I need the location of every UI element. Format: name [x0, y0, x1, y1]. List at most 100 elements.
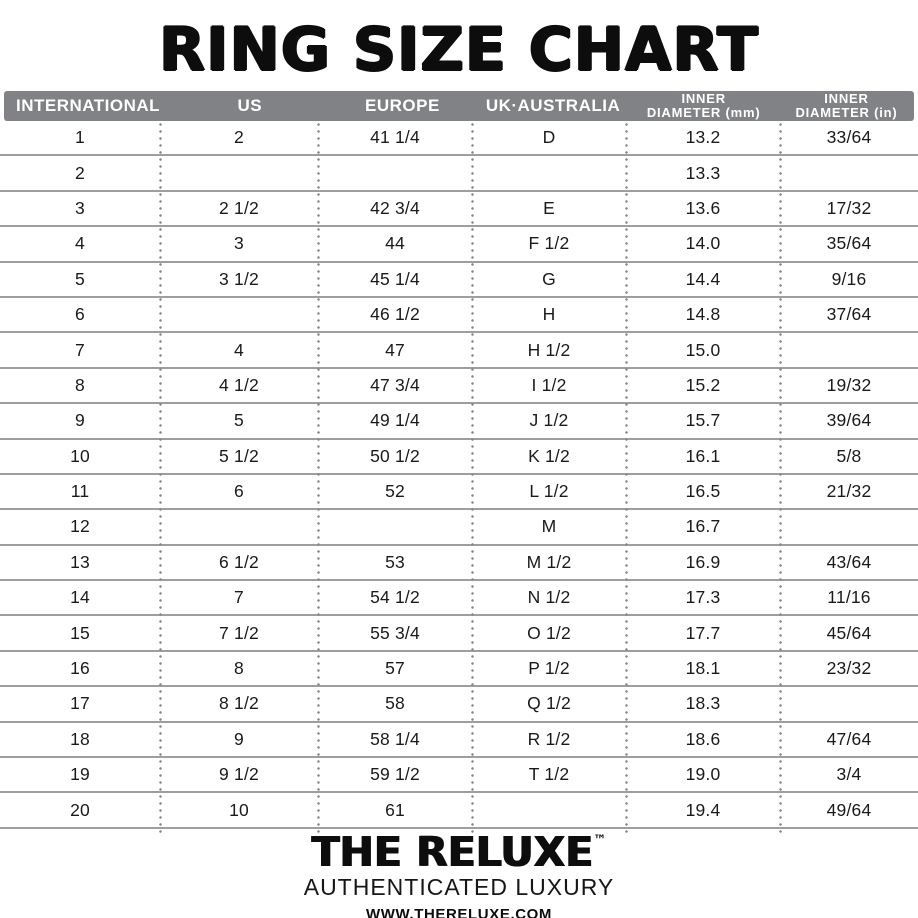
- cell-international: 12: [70, 516, 90, 537]
- cell-international: 13: [70, 551, 90, 572]
- table-row: 9 5 49 1/4 J 1/2 15.7 39/64: [0, 404, 918, 440]
- cell-international: 6: [75, 304, 85, 325]
- cell-international: 7: [75, 339, 85, 360]
- cell-us: 2: [234, 127, 244, 148]
- table-row: 4 3 44 F 1/2 14.0 35/64: [0, 227, 918, 263]
- cell-international: 4: [75, 233, 85, 254]
- cell-uk-australia: E: [543, 197, 555, 218]
- cell-international: 19: [70, 764, 90, 785]
- cell-inner-diameter-mm: 16.7: [685, 516, 721, 537]
- table-row: 2 13.3: [0, 156, 918, 192]
- cell-inner-diameter-in: [780, 156, 918, 189]
- cell-international: 11: [70, 481, 90, 502]
- cell-europe: 59 1/2: [370, 764, 420, 785]
- cell-us: 4: [234, 339, 244, 360]
- cell-inner-diameter-mm: 17.3: [685, 587, 721, 608]
- cell-international: 16: [70, 658, 90, 679]
- table-row: 1 2 41 1/4 D 13.2 33/64: [0, 121, 918, 157]
- cell-inner-diameter-mm: 15.2: [685, 374, 721, 395]
- cell-europe: 54 1/2: [370, 587, 420, 608]
- column-header-inner-diameter-in: INNER DIAMETER (in): [795, 90, 898, 120]
- size-chart-table: INTERNATIONAL US EUROPE UK·AUSTRALIA INN…: [0, 91, 918, 833]
- table-row: 20 10 61 19.4 49/64: [0, 793, 918, 829]
- cell-uk-australia: [472, 156, 626, 189]
- brand-tagline: AUTHENTICATED LUXURY: [303, 873, 615, 900]
- cell-inner-diameter-mm: 14.0: [685, 233, 721, 254]
- cell-inner-diameter-mm: 16.9: [685, 551, 721, 572]
- table-row: 3 2 1/2 42 3/4 E 13.6 17/32: [0, 192, 918, 228]
- column-header-inner-diameter-mm: INNER DIAMETER (mm): [646, 90, 761, 120]
- cell-europe: 55 3/4: [370, 622, 420, 643]
- cell-international: 20: [70, 799, 90, 820]
- table-row: 17 8 1/2 58 Q 1/2 18.3: [0, 687, 918, 723]
- cell-us: 2 1/2: [219, 197, 259, 218]
- cell-us: 10: [229, 799, 249, 820]
- table-row: 5 3 1/2 45 1/4 G 14.4 9/16: [0, 263, 918, 298]
- column-header-international: INTERNATIONAL: [16, 95, 161, 115]
- cell-inner-diameter-in: 45/64: [826, 622, 872, 643]
- cell-uk-australia: O 1/2: [527, 622, 571, 643]
- cell-europe: 42 3/4: [370, 197, 420, 218]
- cell-us: 6: [234, 481, 244, 502]
- cell-inner-diameter-mm: 16.1: [685, 445, 721, 466]
- table-body: 1 2 41 1/4 D 13.2 33/64 2 13.3 3 2 1/2 42 3/4 E 13.6…: [0, 121, 918, 833]
- cell-uk-australia: R 1/2: [527, 728, 571, 749]
- cell-inner-diameter-in: 11/16: [827, 587, 871, 608]
- cell-uk-australia: I 1/2: [531, 374, 567, 395]
- cell-us: [160, 156, 318, 189]
- cell-international: 9: [75, 410, 85, 431]
- table-row: 14 7 54 1/2 N 1/2 17.3 11/16: [0, 581, 918, 617]
- cell-europe: 58: [385, 693, 405, 714]
- cell-inner-diameter-mm: 13.3: [685, 162, 721, 183]
- cell-us: 6 1/2: [219, 551, 259, 572]
- cell-europe: 41 1/4: [370, 127, 420, 148]
- cell-inner-diameter-mm: 18.1: [685, 658, 721, 679]
- cell-international: 15: [70, 622, 90, 643]
- cell-inner-diameter-in: 33/64: [826, 127, 872, 148]
- brand-footer: THE RELUXE™ AUTHENTICATED LUXURY WWW.THE…: [0, 829, 918, 918]
- table-row: 13 6 1/2 53 M 1/2 16.9 43/64: [0, 546, 918, 582]
- cell-inner-diameter-mm: 16.5: [685, 481, 721, 502]
- table-header-row: INTERNATIONAL US EUROPE UK·AUSTRALIA INN…: [4, 91, 914, 121]
- table-row: 16 8 57 P 1/2 18.1 23/32: [0, 652, 918, 688]
- cell-inner-diameter-mm: 14.8: [685, 304, 721, 325]
- cell-inner-diameter-in: 9/16: [831, 268, 867, 289]
- cell-international: 14: [70, 587, 90, 608]
- cell-international: 1: [75, 127, 85, 148]
- cell-inner-diameter-mm: 19.4: [685, 799, 721, 820]
- cell-inner-diameter-in: 47/64: [826, 728, 872, 749]
- cell-uk-australia: M: [541, 516, 557, 537]
- cell-uk-australia: F 1/2: [528, 233, 570, 254]
- cell-uk-australia: H 1/2: [527, 339, 571, 360]
- cell-us: 9: [234, 728, 244, 749]
- cell-uk-australia: Q 1/2: [527, 693, 571, 714]
- cell-uk-australia: N 1/2: [527, 587, 571, 608]
- cell-international: 8: [75, 374, 85, 395]
- cell-inner-diameter-mm: 14.4: [685, 268, 721, 289]
- cell-inner-diameter-in: 3/4: [836, 764, 862, 785]
- cell-uk-australia: T 1/2: [528, 764, 570, 785]
- cell-us: 7: [234, 587, 244, 608]
- cell-international: 2: [75, 162, 85, 183]
- cell-inner-diameter-in: [780, 687, 918, 720]
- cell-europe: 53: [385, 551, 405, 572]
- trademark-symbol: ™: [593, 832, 607, 848]
- cell-uk-australia: D: [542, 127, 556, 148]
- page-title: RING SIZE CHART: [159, 14, 759, 85]
- cell-us: 3: [234, 233, 244, 254]
- cell-us: [160, 510, 318, 543]
- cell-uk-australia: L 1/2: [529, 481, 569, 502]
- cell-inner-diameter-mm: 18.6: [685, 728, 721, 749]
- table-row: 11 6 52 L 1/2 16.5 21/32: [0, 475, 918, 511]
- cell-europe: 52: [385, 481, 405, 502]
- brand-name: THE RELUXE: [311, 827, 594, 876]
- cell-europe: 46 1/2: [370, 304, 420, 325]
- cell-international: 3: [75, 197, 85, 218]
- cell-us: 5: [234, 410, 244, 431]
- cell-uk-australia: G: [542, 268, 556, 289]
- cell-us: 4 1/2: [219, 374, 259, 395]
- cell-inner-diameter-mm: 13.6: [685, 197, 721, 218]
- cell-us: 3 1/2: [219, 268, 259, 289]
- cell-europe: [318, 510, 472, 543]
